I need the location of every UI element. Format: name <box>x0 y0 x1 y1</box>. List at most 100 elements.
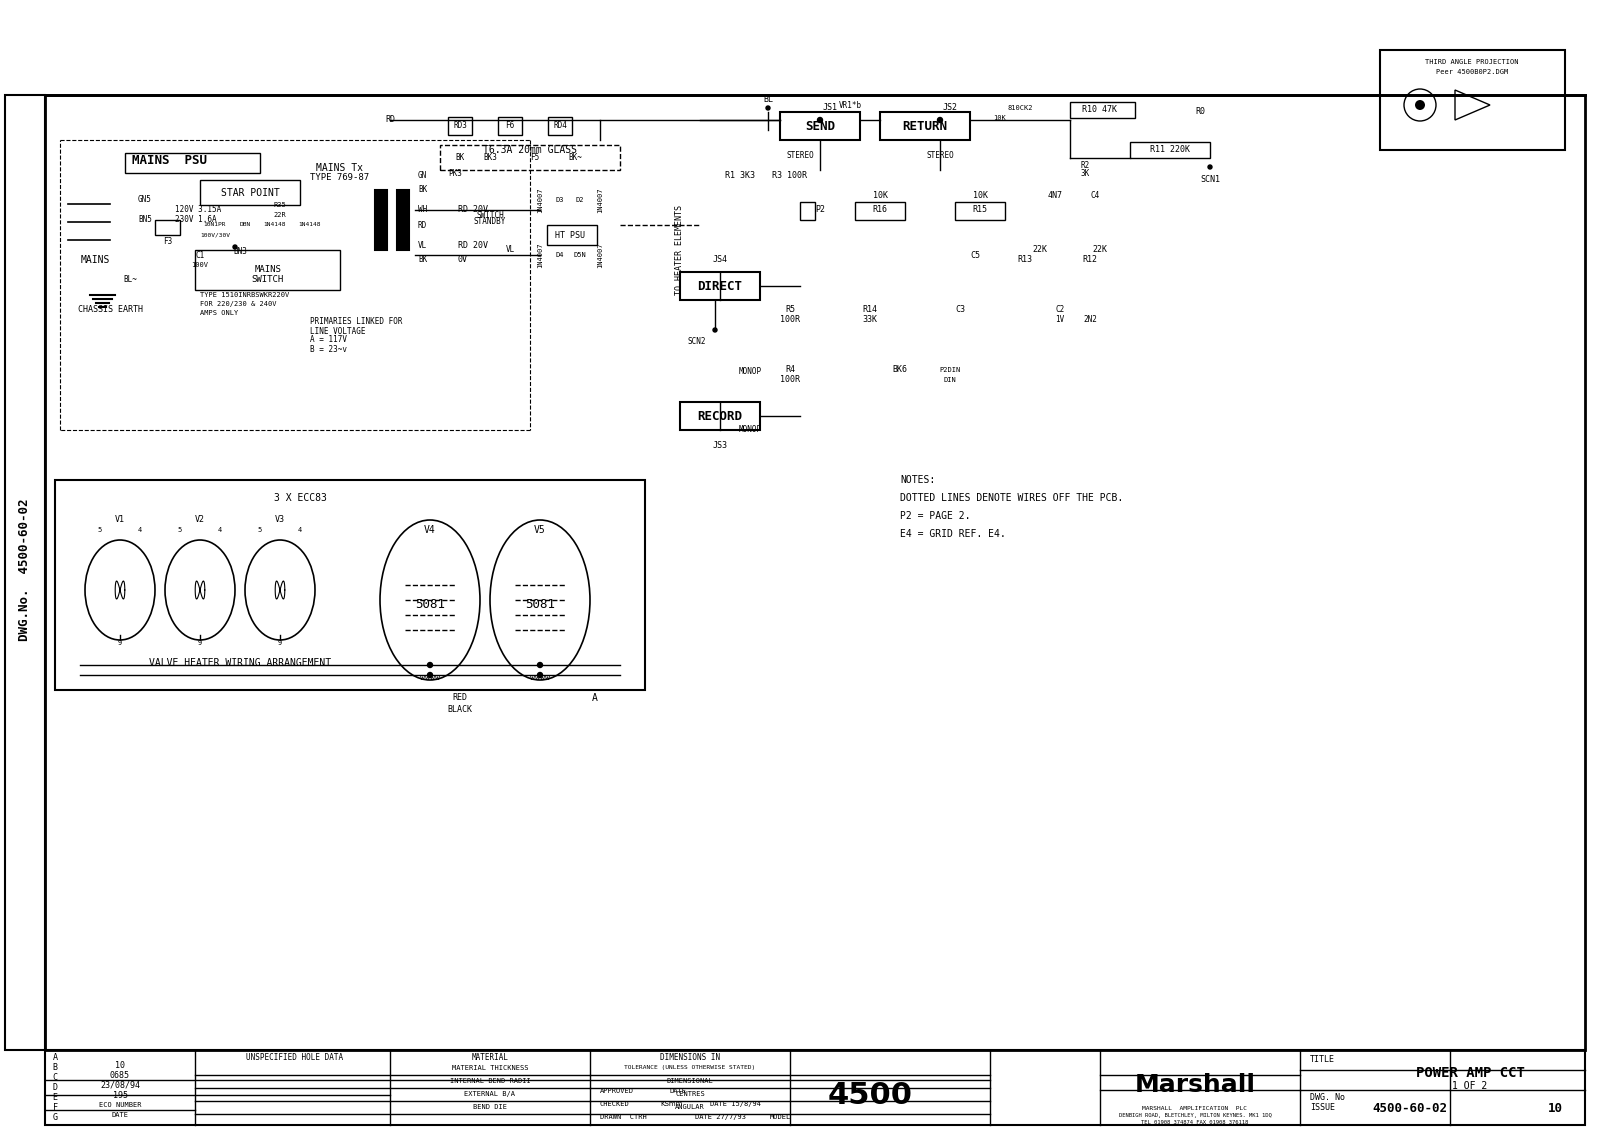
Text: DATE: DATE <box>112 1112 128 1118</box>
Text: BK3: BK3 <box>483 154 498 163</box>
Bar <box>547 225 597 245</box>
Text: V5: V5 <box>534 525 546 534</box>
Text: P2: P2 <box>814 206 826 215</box>
Text: 22K: 22K <box>1032 245 1048 254</box>
Text: JS2: JS2 <box>942 104 957 113</box>
Text: D2: D2 <box>576 197 584 203</box>
Text: 4N7: 4N7 <box>1048 191 1062 200</box>
Text: 120V 3.15A: 120V 3.15A <box>174 206 221 215</box>
Text: CHECKED: CHECKED <box>600 1101 630 1107</box>
Text: BK: BK <box>456 154 464 163</box>
Text: B: B <box>53 1062 58 1071</box>
Text: THIRD ANGLE PROJECTION: THIRD ANGLE PROJECTION <box>1426 59 1518 66</box>
Bar <box>195 250 339 290</box>
Text: R11 220K: R11 220K <box>1150 146 1190 155</box>
Text: MARSHALL  AMPLIFICATION  PLC: MARSHALL AMPLIFICATION PLC <box>1142 1105 1248 1111</box>
Text: TO HEATER ELEMENTS: TO HEATER ELEMENTS <box>675 205 685 295</box>
Text: DRAWN  CTRH: DRAWN CTRH <box>600 1114 646 1120</box>
Circle shape <box>714 328 717 332</box>
Text: BK: BK <box>418 255 427 264</box>
Text: R1 3K3: R1 3K3 <box>725 171 755 180</box>
Text: R0: R0 <box>1195 107 1205 116</box>
Text: R4: R4 <box>786 365 795 374</box>
Text: 100V/30V: 100V/30V <box>200 233 230 237</box>
Text: MATERIAL: MATERIAL <box>472 1052 509 1061</box>
Text: ECO NUMBER: ECO NUMBER <box>99 1102 141 1109</box>
Text: 5: 5 <box>178 527 182 533</box>
Text: D3: D3 <box>555 197 565 203</box>
Text: R2: R2 <box>1080 160 1090 170</box>
Bar <box>1379 50 1565 150</box>
Text: DIMENSIONAL: DIMENSIONAL <box>667 1078 714 1084</box>
Text: JS3: JS3 <box>712 441 728 450</box>
Text: 3K: 3K <box>1080 168 1090 177</box>
Bar <box>397 190 410 250</box>
Text: BK: BK <box>418 185 427 194</box>
Text: MATERIAL THICKNESS: MATERIAL THICKNESS <box>451 1064 528 1071</box>
Bar <box>440 145 621 170</box>
Text: BL~: BL~ <box>123 276 138 285</box>
Text: E4 = GRID REF. E4.: E4 = GRID REF. E4. <box>899 529 1006 539</box>
Text: G: G <box>53 1113 58 1121</box>
Text: 1N4007: 1N4007 <box>538 188 542 212</box>
Bar <box>680 272 760 299</box>
Circle shape <box>538 662 542 668</box>
Text: SCN1: SCN1 <box>1200 175 1221 184</box>
Bar <box>448 118 472 134</box>
Text: MAINS: MAINS <box>80 255 110 266</box>
Text: BEND DIE: BEND DIE <box>474 1104 507 1110</box>
Text: MAINS Tx: MAINS Tx <box>317 163 363 173</box>
Text: MAINS  PSU: MAINS PSU <box>133 154 208 166</box>
Text: 0685: 0685 <box>110 1070 130 1079</box>
Text: C5: C5 <box>970 251 979 260</box>
Text: KSmm: KSmm <box>661 1101 682 1107</box>
Bar <box>200 180 301 205</box>
Text: B = 23~v: B = 23~v <box>310 345 347 354</box>
Text: VL: VL <box>506 245 515 254</box>
Text: 100R: 100R <box>781 375 800 384</box>
Text: 10N1PR: 10N1PR <box>203 223 226 227</box>
Text: EXTERNAL B/A: EXTERNAL B/A <box>464 1090 515 1097</box>
Text: 9: 9 <box>198 640 202 646</box>
Text: RD 20V: RD 20V <box>458 206 488 215</box>
Text: F: F <box>53 1103 58 1112</box>
Circle shape <box>234 245 237 249</box>
Text: 4: 4 <box>138 527 142 533</box>
Text: A: A <box>53 1052 58 1061</box>
Text: VALVE HEATER WIRING ARRANGEMENT: VALVE HEATER WIRING ARRANGEMENT <box>149 658 331 668</box>
Bar <box>880 112 970 140</box>
Text: TEL 01908 374874 FAX 01908 376118: TEL 01908 374874 FAX 01908 376118 <box>1141 1120 1248 1124</box>
Text: RD 20V: RD 20V <box>458 241 488 250</box>
Text: 5: 5 <box>98 527 102 533</box>
Text: 10: 10 <box>1547 1102 1563 1114</box>
Text: V1: V1 <box>115 515 125 524</box>
Text: 10K: 10K <box>973 191 987 200</box>
Text: MODEL: MODEL <box>770 1114 792 1120</box>
Circle shape <box>1208 165 1213 170</box>
Text: DATE: DATE <box>670 1088 686 1094</box>
Text: 230V 1.6A: 230V 1.6A <box>174 216 216 225</box>
Text: C2: C2 <box>1056 305 1064 314</box>
Bar <box>800 202 814 220</box>
Text: 10: 10 <box>115 1060 125 1069</box>
Text: GN: GN <box>418 171 427 180</box>
Text: STEREO: STEREO <box>926 150 954 159</box>
Text: 2N2: 2N2 <box>1083 315 1098 324</box>
Text: FOR 220/230 & 240V: FOR 220/230 & 240V <box>200 301 277 307</box>
Text: MAINS: MAINS <box>254 266 282 275</box>
Text: V2: V2 <box>195 515 205 524</box>
Text: VL: VL <box>418 241 427 250</box>
Bar <box>680 402 760 431</box>
Text: 810CK2: 810CK2 <box>1008 105 1032 111</box>
Text: TOLERANCE (UNLESS OTHERWISE STATED): TOLERANCE (UNLESS OTHERWISE STATED) <box>624 1066 755 1070</box>
Text: DENBIGH ROAD, BLETCHLEY, MILTON KEYNES. MK1 1DQ: DENBIGH ROAD, BLETCHLEY, MILTON KEYNES. … <box>1118 1113 1272 1119</box>
Text: C1: C1 <box>195 251 205 260</box>
Text: RD: RD <box>386 115 395 124</box>
Text: DWG. No: DWG. No <box>1310 1094 1346 1103</box>
Circle shape <box>1414 99 1426 110</box>
Text: SCN2: SCN2 <box>688 338 706 347</box>
Text: RED: RED <box>453 694 467 703</box>
Text: APPROVED: APPROVED <box>600 1088 634 1094</box>
Text: R10 47K: R10 47K <box>1083 105 1117 114</box>
Text: F5: F5 <box>530 154 539 163</box>
